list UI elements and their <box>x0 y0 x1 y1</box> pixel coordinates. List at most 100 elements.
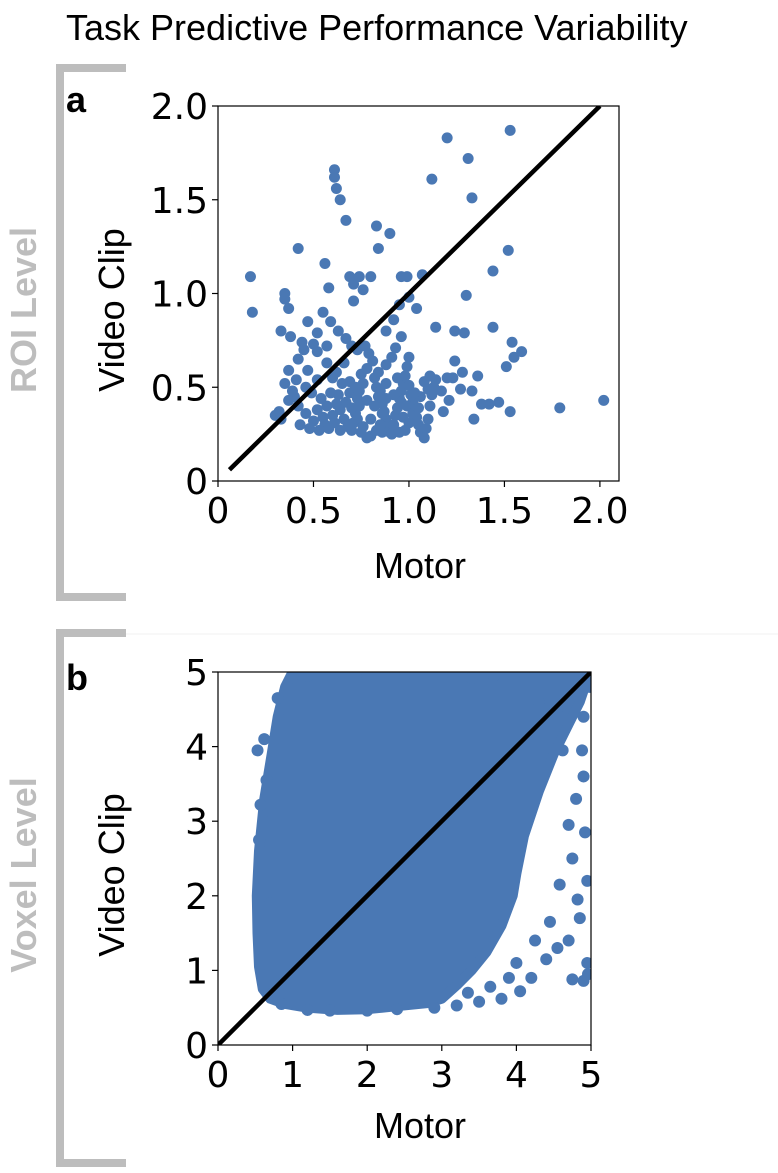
x-tick-label: 1.5 <box>476 491 533 532</box>
scatter-point <box>370 220 382 232</box>
scatter-point <box>598 394 610 406</box>
scatter-point <box>334 424 346 436</box>
scatter-point <box>566 973 579 986</box>
scatter-point <box>540 672 553 682</box>
scatter-point <box>351 413 363 425</box>
scatter-point <box>529 934 542 947</box>
scatter-point <box>573 912 586 925</box>
scatter-point <box>254 798 267 811</box>
scatter-point <box>551 942 564 955</box>
scatter-point <box>562 672 575 681</box>
voxel-level-bracket <box>56 629 126 1167</box>
y-tick-label: 3 <box>185 802 208 843</box>
scatter-point <box>435 385 447 397</box>
y-tick-label: 0 <box>185 462 208 503</box>
scatter-point <box>376 408 388 419</box>
panel-b-letter: b <box>66 657 88 698</box>
scatter-point <box>487 265 499 277</box>
scatter-point <box>302 364 314 376</box>
scatter-point <box>472 370 484 382</box>
scatter-point <box>292 243 304 254</box>
scatter-point <box>391 1003 404 1016</box>
scatter-point <box>504 124 516 136</box>
scatter-point <box>340 333 352 344</box>
scatter-point <box>353 271 365 283</box>
panel-a-roi-level: ROI Level a 0 0.5 1.0 1.5 2.0 0 0.5 1.0 1.5 2.0 M… <box>3 64 629 601</box>
scatter-point <box>390 342 402 354</box>
scatter-point <box>355 426 367 438</box>
scatter-point <box>361 1004 374 1017</box>
scatter-point <box>304 423 316 434</box>
scatter-point <box>455 383 467 395</box>
scatter-point <box>449 355 461 367</box>
scatter-point <box>456 366 468 378</box>
scatter-point <box>388 419 400 431</box>
scatter-point <box>361 394 373 406</box>
scatter-point <box>302 316 314 328</box>
scatter-point <box>411 303 423 314</box>
scatter-point <box>403 417 415 429</box>
scatter-point <box>418 432 430 444</box>
scatter-point <box>466 385 478 397</box>
scatter-point <box>566 852 579 865</box>
scatter-point <box>502 244 514 256</box>
scatter-point <box>374 419 386 431</box>
scatter-point <box>327 409 339 421</box>
scatter-point <box>516 346 528 358</box>
scatter-point <box>388 314 400 326</box>
scatter-point <box>301 672 314 682</box>
scatter-point <box>349 381 361 393</box>
scatter-point <box>315 393 327 404</box>
scatter-point <box>290 374 302 386</box>
scatter-point <box>317 306 329 318</box>
scatter-point <box>286 672 299 682</box>
scatter-point <box>582 968 591 981</box>
y-tick-label: 1.5 <box>151 181 208 222</box>
scatter-point <box>313 424 325 436</box>
y-tick-label: 1.0 <box>151 275 208 316</box>
identity-line <box>227 106 602 472</box>
x-axis-label-b: Motor <box>374 1105 466 1146</box>
scatter-point <box>525 971 538 984</box>
scatter-point <box>570 792 583 805</box>
scatter-point <box>244 271 256 283</box>
scatter-point <box>275 997 288 1010</box>
scatter-point <box>359 340 371 352</box>
scatter-point <box>251 744 264 757</box>
y-tick-label: 1 <box>185 951 208 992</box>
scatter-point <box>449 325 461 337</box>
scatter-point <box>458 327 470 339</box>
scatter-point <box>473 995 486 1008</box>
y-tick-label: 2 <box>185 877 208 918</box>
scatter-point <box>422 413 434 425</box>
scatter-point <box>581 874 591 887</box>
scatter-point <box>579 826 591 839</box>
scatter-point <box>487 321 499 333</box>
scatter-point <box>577 710 590 723</box>
figure-title: Task Predictive Performance Variability <box>66 7 688 48</box>
scatter-point <box>403 351 415 363</box>
scatter-point <box>428 1001 441 1014</box>
scatter-point <box>283 394 295 406</box>
scatter-point <box>353 400 365 412</box>
scatter-points-a <box>244 124 610 444</box>
scatter-point <box>325 387 337 399</box>
scatter-point <box>493 396 505 408</box>
y-tick-label: 0 <box>185 1026 208 1067</box>
scatter-point <box>426 173 438 185</box>
scatter-point <box>517 672 530 680</box>
x-tick-label: 4 <box>505 1055 528 1096</box>
scatter-point <box>283 303 295 314</box>
y-tick-label: 4 <box>185 728 208 769</box>
scatter-point <box>246 306 258 318</box>
plot-area-a: 0 0.5 1.0 1.5 2.0 0 0.5 1.0 1.5 2.0 <box>151 87 629 532</box>
plot-area-b: 0 1 2 3 4 5 0 1 2 3 4 5 <box>185 653 602 1096</box>
scatter-point <box>271 692 284 705</box>
x-tick-label: 0 <box>207 1055 230 1096</box>
scatter-point <box>476 398 488 410</box>
scatter-point <box>420 423 432 434</box>
scatter-point <box>380 378 392 389</box>
scatter-point <box>450 999 463 1012</box>
scatter-point <box>413 402 424 414</box>
